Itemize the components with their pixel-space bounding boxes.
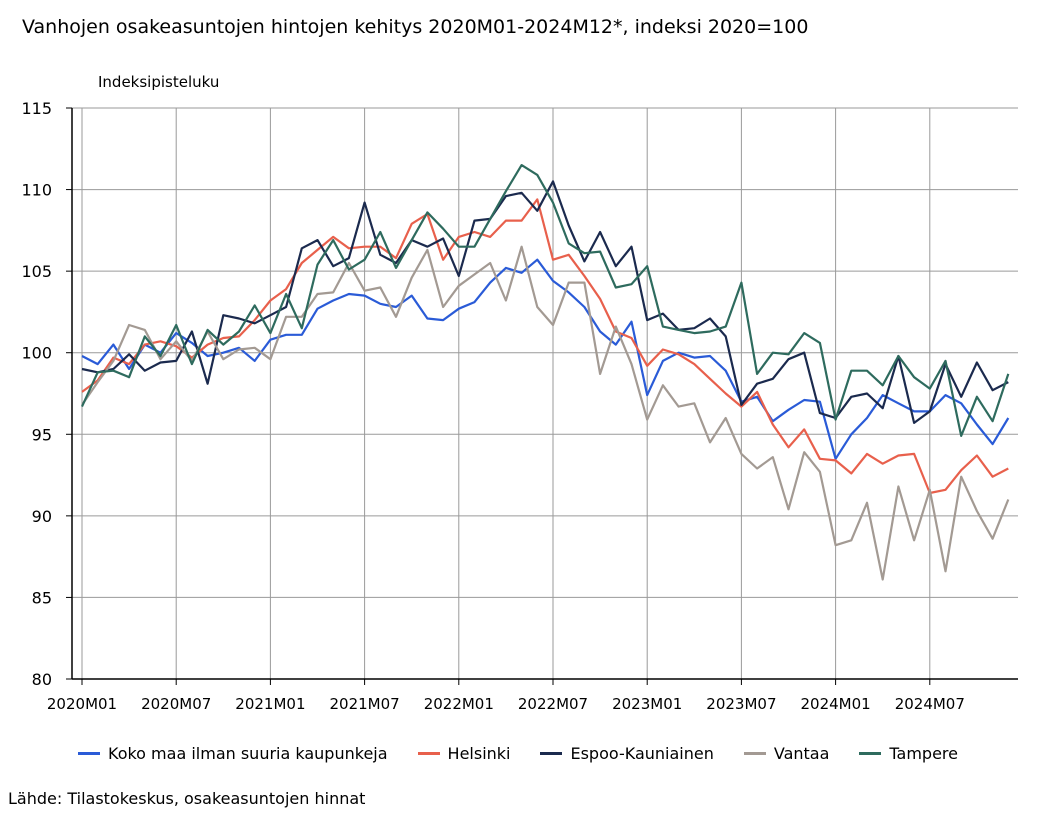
legend-item: Tampere xyxy=(859,744,958,763)
chart-title: Vanhojen osakeasuntojen hintojen kehitys… xyxy=(22,16,809,38)
line-chart: Indeksipisteluku 80 85 90 95 100 105 110 115 202… xyxy=(21,73,1018,713)
x-tick-label: 2020M01 xyxy=(47,695,117,713)
series-line-4 xyxy=(81,245,1010,581)
x-tick-label: 2023M07 xyxy=(706,695,776,713)
y-tick-label: 80 xyxy=(32,670,52,689)
legend-label: Koko maa ilman suuria kaupunkeja xyxy=(108,744,388,763)
legend-label: Espoo-Kauniainen xyxy=(570,744,714,763)
legend-item: Helsinki xyxy=(417,744,511,763)
series-line-3 xyxy=(81,180,1009,424)
y-axis-label: Indeksipisteluku xyxy=(98,73,219,91)
series-line-5 xyxy=(80,164,1010,437)
legend: Koko maa ilman suuria kaupunkeja Helsinki… xyxy=(78,744,988,763)
legend-label: Vantaa xyxy=(773,744,830,763)
series-line-1 xyxy=(81,258,1010,460)
x-tick-label: 2022M07 xyxy=(518,695,588,713)
series-line-2 xyxy=(81,198,1009,495)
legend-item: Espoo-Kauniainen xyxy=(540,744,714,763)
legend-item: Koko maa ilman suuria kaupunkeja xyxy=(78,744,388,763)
y-tick-label: 90 xyxy=(32,507,52,526)
legend-swatch xyxy=(78,752,100,755)
y-tick-label: 115 xyxy=(21,99,52,118)
source-note: Lähde: Tilastokeskus, osakeasuntojen hin… xyxy=(8,789,366,808)
legend-swatch xyxy=(540,752,563,755)
y-tick-label: 100 xyxy=(21,344,52,363)
x-tick-label: 2021M01 xyxy=(235,695,305,713)
x-tick-label: 2022M01 xyxy=(424,695,494,713)
x-tick-label: 2024M01 xyxy=(800,695,870,713)
legend-label: Tampere xyxy=(889,744,958,763)
y-tick-label: 105 xyxy=(21,262,52,281)
y-tick-label: 85 xyxy=(32,588,52,607)
legend-item: Vantaa xyxy=(743,744,830,763)
grid-lines xyxy=(72,107,1018,679)
legend-swatch xyxy=(743,752,766,755)
y-tick-label: 95 xyxy=(32,425,52,444)
legend-label: Helsinki xyxy=(447,744,511,763)
axis-ticks: 80 85 90 95 100 105 110 115 2020M01 2020M07 2021M0… xyxy=(21,99,964,713)
x-tick-label: 2020M07 xyxy=(141,695,211,713)
x-tick-label: 2024M07 xyxy=(895,695,965,713)
y-tick-label: 110 xyxy=(21,181,52,200)
x-tick-label: 2023M01 xyxy=(612,695,682,713)
legend-swatch xyxy=(417,752,440,755)
legend-swatch xyxy=(859,752,882,755)
series-lines xyxy=(80,164,1010,581)
x-tick-label: 2021M07 xyxy=(329,695,399,713)
